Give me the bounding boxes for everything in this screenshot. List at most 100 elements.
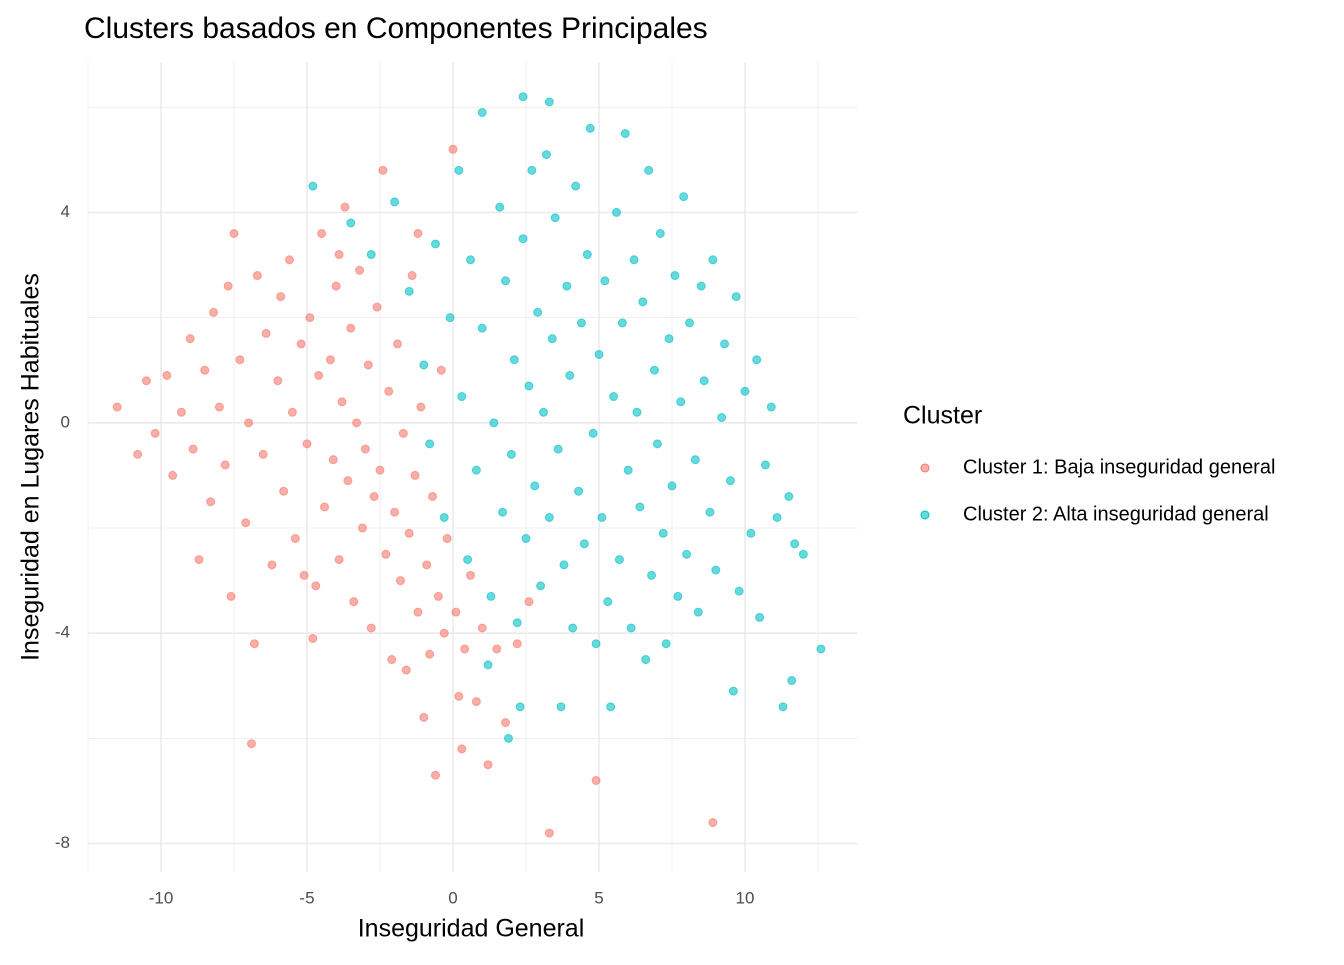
point (325, 355, 335, 365)
y-tick-label: -8 (55, 833, 70, 852)
point (314, 370, 324, 380)
point (506, 449, 516, 459)
point (425, 439, 435, 449)
point (249, 639, 259, 649)
point (734, 586, 744, 596)
point (308, 633, 318, 643)
point (390, 197, 400, 207)
point (603, 597, 613, 607)
point (407, 271, 417, 281)
point (717, 413, 727, 423)
point (439, 628, 449, 638)
y-tick-label: 4 (61, 202, 70, 221)
point (302, 439, 312, 449)
point (533, 307, 543, 317)
point (419, 360, 429, 370)
legend-label: Cluster 2: Alta inseguridad general (963, 503, 1269, 525)
point (273, 376, 283, 386)
point (188, 444, 198, 454)
point (708, 255, 718, 265)
point (579, 539, 589, 549)
point (559, 560, 569, 570)
legend-label: Cluster 1: Baja inseguridad general (963, 456, 1275, 478)
point (816, 644, 826, 654)
point (565, 370, 575, 380)
y-tick-label: 0 (61, 412, 70, 431)
point (226, 591, 236, 601)
point (652, 439, 662, 449)
point (571, 181, 581, 191)
point (390, 507, 400, 517)
point (509, 355, 519, 365)
point (331, 281, 341, 291)
point (690, 455, 700, 465)
point (223, 281, 233, 291)
point (346, 323, 356, 333)
point (556, 702, 566, 712)
point (340, 202, 350, 212)
point (667, 481, 677, 491)
point (617, 318, 627, 328)
point (635, 502, 645, 512)
point (670, 271, 680, 281)
point (477, 623, 487, 633)
point (562, 281, 572, 291)
point (632, 407, 642, 417)
point (486, 591, 496, 601)
point (244, 418, 254, 428)
point (463, 555, 473, 565)
point (206, 497, 216, 507)
point (772, 512, 782, 522)
point (457, 744, 467, 754)
point (395, 576, 405, 586)
point (352, 418, 362, 428)
legend-marker (920, 463, 930, 473)
point (647, 570, 657, 580)
point (258, 449, 268, 459)
point (252, 271, 262, 281)
point (784, 491, 794, 501)
point (503, 733, 513, 743)
point (518, 234, 528, 244)
point (305, 313, 315, 323)
point (436, 365, 446, 375)
point (284, 255, 294, 265)
point (460, 644, 470, 654)
point (755, 612, 765, 622)
point (489, 418, 499, 428)
point (346, 218, 356, 228)
point (334, 250, 344, 260)
point (585, 123, 595, 133)
point (220, 460, 230, 470)
point (425, 649, 435, 659)
point (626, 623, 636, 633)
point (349, 597, 359, 607)
point (168, 470, 178, 480)
point (398, 428, 408, 438)
x-axis-label: Inseguridad General (358, 915, 585, 943)
point (214, 402, 224, 412)
point (433, 591, 443, 601)
point (410, 470, 420, 480)
point (790, 539, 800, 549)
point (343, 476, 353, 486)
point (387, 655, 397, 665)
point (471, 465, 481, 475)
point (366, 250, 376, 260)
x-tick-label: 5 (594, 888, 603, 907)
legend-title: Cluster (903, 402, 982, 430)
point (357, 523, 367, 533)
point (568, 623, 578, 633)
point (760, 460, 770, 470)
point (582, 250, 592, 260)
point (544, 97, 554, 107)
point (430, 770, 440, 780)
point (401, 665, 411, 675)
point (235, 355, 245, 365)
point (150, 428, 160, 438)
point (682, 549, 692, 559)
point (524, 597, 534, 607)
point (766, 402, 776, 412)
point (477, 323, 487, 333)
point (778, 702, 788, 712)
